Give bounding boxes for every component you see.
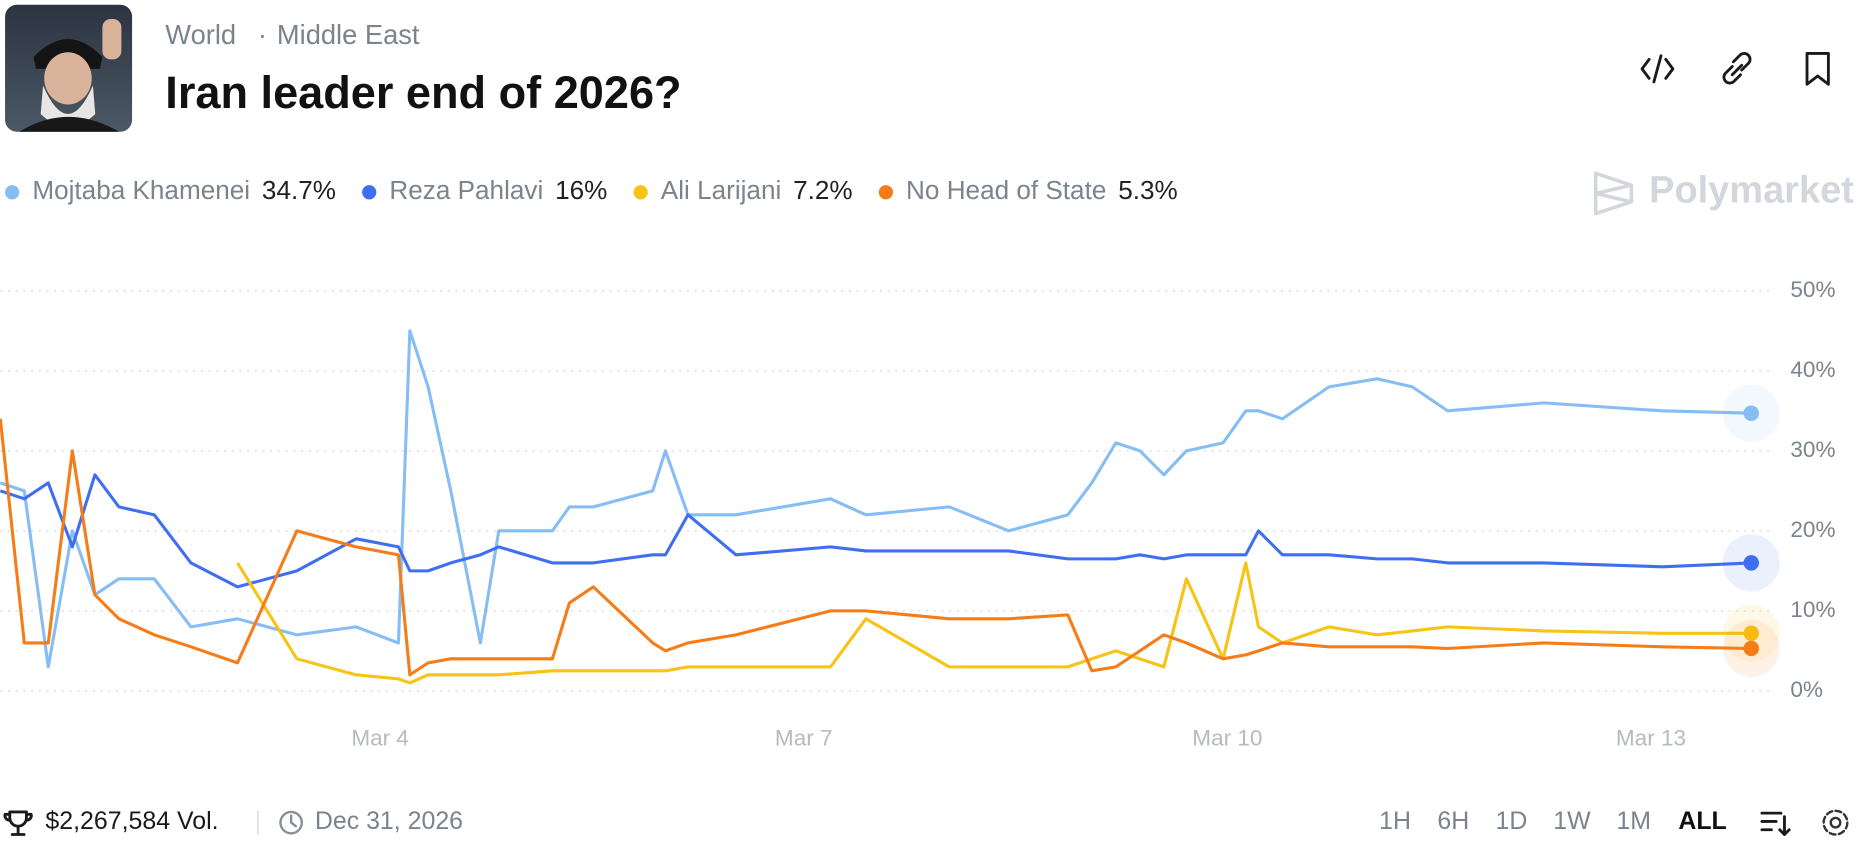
breadcrumb: World [165,19,236,50]
legend-name: No Head of State [906,175,1106,205]
avatar [5,4,133,132]
legend-value: 16% [555,175,607,205]
legend-name: Reza Pahlavi [389,175,543,205]
brand-logo [1593,171,1634,216]
legend-dot [878,185,894,200]
series-line [0,418,1752,677]
legend-value: 7.2% [793,175,853,205]
series-line [0,473,1752,589]
end-dot [1743,405,1759,421]
range-button[interactable]: 1M [1616,807,1651,835]
series-line [0,329,1752,669]
y-tick-label: 0% [1790,677,1823,702]
legend-dot [362,185,377,200]
embed-icon[interactable] [1640,54,1675,84]
clock-icon [279,810,304,835]
end-dot [1743,640,1759,657]
sort-icon[interactable] [1760,811,1791,836]
x-tick-label: Mar 4 [351,725,409,750]
y-tick-label: 20% [1790,517,1835,542]
title: Iran leader end of 2026? [165,67,681,118]
y-tick-label: 30% [1790,437,1835,462]
legend-name: Ali Larijani [661,175,781,205]
x-tick-label: Mar 7 [775,725,833,750]
end-date: Dec 31, 2026 [315,807,463,835]
x-tick-label: Mar 10 [1192,725,1262,750]
breadcrumb: Middle East [277,19,420,50]
legend-name: Mojtaba Khamenei [32,175,250,205]
range-button[interactable]: 6H [1437,807,1469,835]
legend-value: 5.3% [1118,175,1178,205]
bookmark-icon[interactable] [1805,51,1830,86]
end-dot [1743,625,1759,641]
legend-dot [5,185,20,200]
trophy-icon [3,810,33,836]
legend-dot [633,185,648,200]
y-tick-label: 40% [1790,357,1835,382]
range-button[interactable]: 1H [1379,807,1411,835]
settings-icon[interactable] [1822,809,1849,836]
brand: Polymarket [1649,169,1854,211]
legend-value: 34.7% [262,175,336,205]
y-tick-label: 10% [1790,597,1835,622]
link-icon[interactable] [1722,52,1752,85]
range-button[interactable]: ALL [1678,807,1726,835]
x-tick-label: Mar 13 [1616,725,1686,750]
range-button[interactable]: 1D [1496,807,1528,835]
separator: · [258,19,267,50]
volume: $2,267,584 Vol. [45,807,218,835]
end-dot [1743,555,1759,571]
y-tick-label: 50% [1790,277,1835,302]
range-button[interactable]: 1W [1553,807,1591,835]
series-line [236,561,1752,685]
